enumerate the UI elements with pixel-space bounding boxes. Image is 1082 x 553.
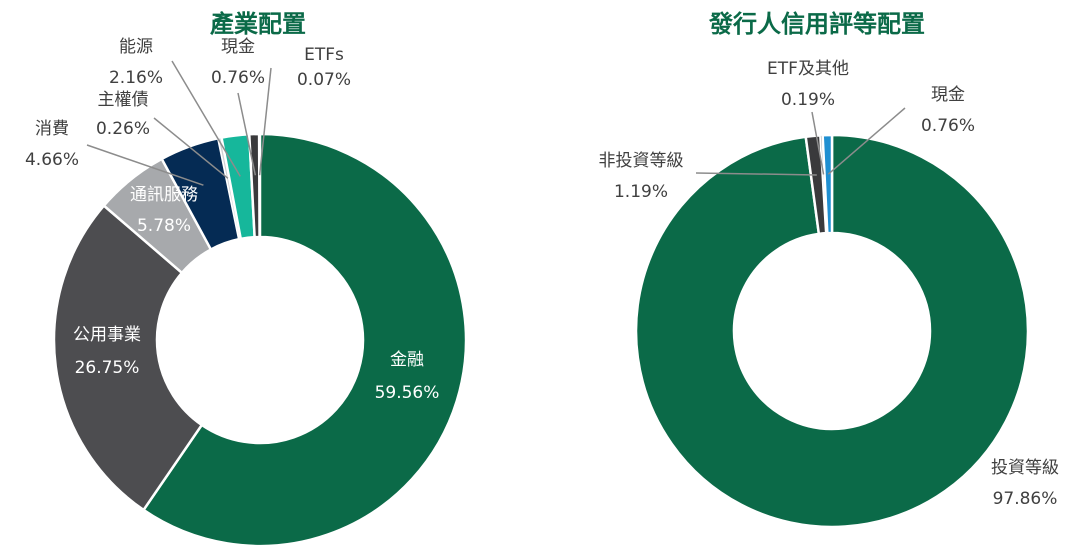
slice-4 (821, 133, 834, 235)
slice-value-label: 26.75% (75, 358, 140, 378)
slice-label: 主權債 (98, 90, 149, 110)
issuer-rating-allocation-chart: 發行人信用評等配置 投資等級 97.86% 非投資等級 1.19% ETF及其他 0.19… (599, 10, 1060, 529)
leader-line (237, 92, 257, 176)
slice-label: 金融 (390, 350, 424, 370)
slice-value-label: 59.56% (375, 383, 440, 403)
leader-line (258, 67, 272, 176)
slice-value-label: 1.19% (614, 182, 668, 202)
slice-label: 非投資等級 (599, 151, 684, 171)
slice-value-label: 0.07% (297, 70, 351, 90)
slice-value-label: 2.16% (109, 68, 163, 88)
leader-line (695, 172, 817, 176)
leader-line (811, 111, 825, 175)
slice-value-label: 0.76% (211, 68, 265, 88)
slice-label: 能源 (119, 37, 153, 57)
slice-label: ETF及其他 (767, 59, 849, 79)
slice-label: ETFs (304, 45, 344, 65)
chart-title: 發行人信用評等配置 (708, 10, 925, 38)
donut-slices (634, 133, 1030, 529)
leader-line (171, 60, 241, 177)
leader-line (827, 107, 906, 175)
slice-value-label: 0.76% (921, 116, 975, 136)
slice-labels: 投資等級 97.86% 非投資等級 1.19% ETF及其他 0.19% 現金 0.76% (599, 59, 1060, 509)
slice-label: 投資等級 (991, 458, 1059, 478)
slice-label: 消費 (35, 119, 69, 139)
slice-value-label: 97.86% (993, 489, 1058, 509)
slice-1 (141, 132, 468, 548)
slice-label: 公用事業 (73, 325, 141, 345)
slice-label: 現金 (931, 85, 965, 105)
slice-labels: 金融 59.56% 公用事業 26.75% 通訊服務 5.78% 消費 4.66% 主權債 0.2… (25, 37, 439, 403)
donut-slices (52, 132, 468, 548)
chart-title: 產業配置 (210, 10, 306, 38)
slice-label: 通訊服務 (130, 185, 198, 205)
slice-value-label: 4.66% (25, 150, 79, 170)
slice-label: 現金 (221, 37, 255, 57)
leader-line (153, 117, 229, 179)
slice-value-label: 5.78% (137, 216, 191, 236)
industry-allocation-chart: 產業配置 金融 59.56% 公用事業 26.75% 通訊服務 5.78% 消費 4.66% 主… (25, 10, 468, 548)
leader-line (86, 144, 204, 186)
slice-value-label: 0.19% (781, 90, 835, 110)
slice-2 (52, 203, 204, 512)
slice-1 (634, 133, 1030, 529)
slice-value-label: 0.26% (96, 119, 150, 139)
slice-8 (258, 133, 261, 238)
